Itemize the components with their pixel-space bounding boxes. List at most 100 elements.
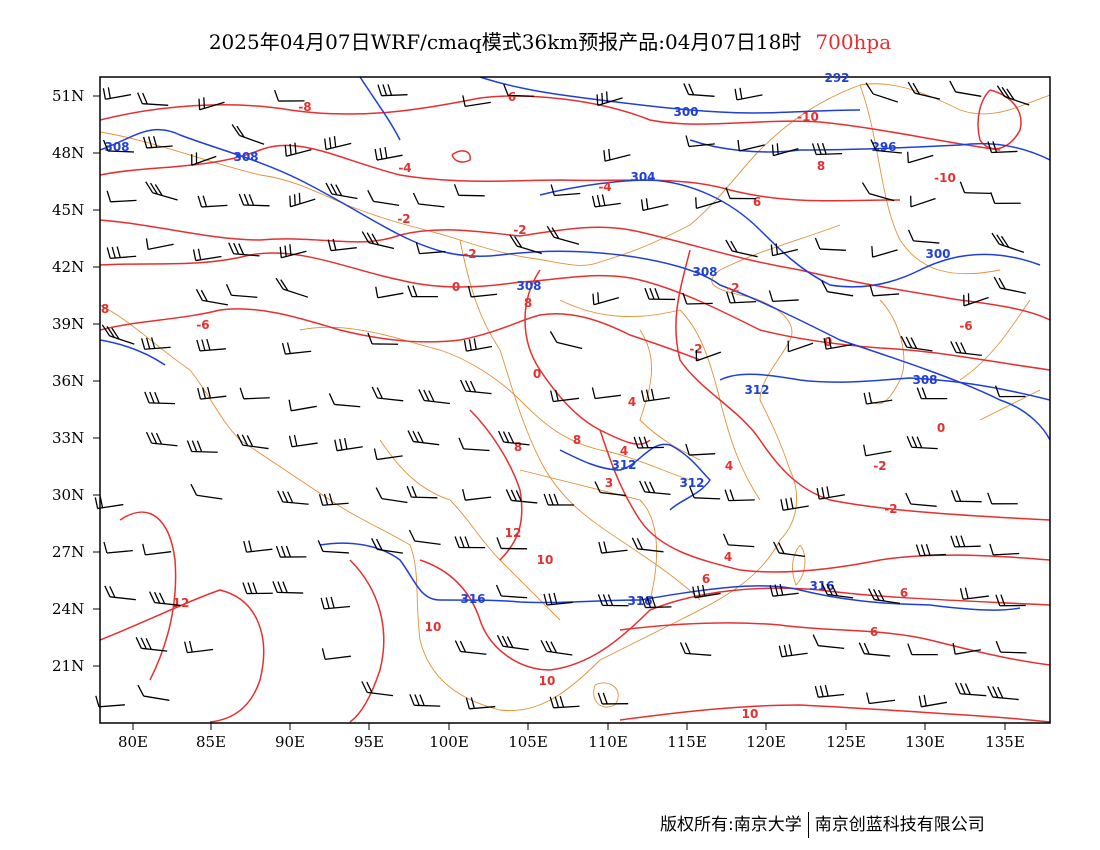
wind-barb xyxy=(373,448,403,461)
wind-barb xyxy=(995,640,1027,654)
temperature-contour-label: 10 xyxy=(537,553,554,567)
wind-barb xyxy=(453,184,485,197)
wind-barb xyxy=(102,87,132,100)
taiwan-outline xyxy=(792,544,806,586)
temperature-contour-label: 0 xyxy=(533,367,541,381)
korea-outline xyxy=(869,299,905,405)
wind-barb xyxy=(996,85,1030,106)
wind-barb xyxy=(145,238,174,251)
western-border xyxy=(100,304,601,712)
height-contours xyxy=(100,77,1050,611)
height-contour-label: 300 xyxy=(673,105,698,119)
wind-barb xyxy=(550,184,581,197)
wind-barb xyxy=(771,143,799,157)
wind-barb xyxy=(142,136,173,149)
borders-layer xyxy=(100,83,1050,712)
axis-ticks xyxy=(93,95,1006,730)
wind-barb xyxy=(726,291,757,304)
wind-barb xyxy=(821,583,854,599)
temperature-contour-label: -2 xyxy=(397,212,410,226)
temperature-contour-label: -2 xyxy=(463,247,476,261)
height-contour-label: 300 xyxy=(925,247,950,261)
temperature-contour-label: 3 xyxy=(605,476,613,490)
wind-barb xyxy=(596,91,623,107)
wind-barb xyxy=(641,596,672,609)
wind-barb xyxy=(773,541,805,558)
wind-barb xyxy=(142,543,172,556)
wind-barb xyxy=(858,642,891,657)
wind-barb xyxy=(692,584,721,599)
wind-barb xyxy=(361,231,395,250)
wind-barb xyxy=(463,338,493,352)
wind-barb xyxy=(591,387,621,400)
wind-barb xyxy=(106,190,137,203)
temperature-contour-label: 10 xyxy=(742,707,759,721)
temperature-contour-label: 4 xyxy=(628,395,636,409)
wind-barb xyxy=(289,192,316,208)
wind-barb xyxy=(959,587,989,600)
wind-barb xyxy=(274,89,305,102)
wind-barb xyxy=(769,583,799,597)
wind-barb xyxy=(465,697,496,710)
temperature-contours xyxy=(100,89,1050,723)
lon-label-130: 130E xyxy=(905,733,945,751)
wind-barb xyxy=(995,594,1026,607)
wind-barb xyxy=(724,489,755,502)
wind-barb xyxy=(591,194,621,208)
lat-label-21: 21N xyxy=(52,657,85,675)
wind-barb xyxy=(915,543,946,557)
wind-barb xyxy=(242,582,273,595)
wind-barb xyxy=(689,486,721,500)
wind-barb xyxy=(640,198,669,212)
wind-barb xyxy=(496,537,528,550)
lat-label-27: 27N xyxy=(52,543,85,561)
wind-barb xyxy=(503,84,535,97)
lat-label-51: 51N xyxy=(52,87,85,105)
wind-barb xyxy=(994,385,1026,398)
wind-barb xyxy=(197,195,228,208)
wind-barb xyxy=(238,193,270,207)
wind-barb xyxy=(225,283,258,298)
province-line-1 xyxy=(299,326,691,481)
wind-barb xyxy=(462,489,492,501)
temperature-contour-label: -2 xyxy=(884,502,897,516)
wind-barb xyxy=(321,648,351,660)
height-contour-label: 308 xyxy=(233,150,258,164)
wind-barb xyxy=(598,541,628,554)
wind-barb xyxy=(987,492,1018,505)
wind-barb xyxy=(987,141,1018,154)
wind-barb xyxy=(415,242,446,255)
lon-label-80: 80E xyxy=(117,733,149,751)
wind-barb xyxy=(918,694,948,708)
wind-barb xyxy=(367,190,400,206)
temperature-contour-label: -6 xyxy=(196,318,209,332)
height-contour-label: 308 xyxy=(692,265,717,279)
wind-barb xyxy=(197,386,227,400)
wind-barb xyxy=(272,581,304,594)
wind-barb xyxy=(104,585,136,601)
japan-outline xyxy=(959,299,1041,421)
lon-label-85: 85E xyxy=(195,733,227,751)
temperature-contour-label: 0 xyxy=(824,335,832,349)
wind-barb xyxy=(94,496,124,510)
wind-barb xyxy=(989,543,1020,556)
wind-barb xyxy=(281,342,312,355)
wind-barb xyxy=(145,431,178,447)
wind-barb xyxy=(320,596,351,610)
wind-barb xyxy=(959,181,991,195)
height-labels: 2923003083082963043083003083123123123083… xyxy=(104,71,950,608)
wind-barb xyxy=(137,92,169,106)
wind-barb xyxy=(408,529,441,546)
wind-barb xyxy=(603,148,631,162)
lat-label-45: 45N xyxy=(52,201,85,219)
temperature-contour-label: -10 xyxy=(934,171,956,185)
wind-barb xyxy=(695,197,722,210)
wind-barb xyxy=(871,246,898,258)
wind-barb xyxy=(549,696,580,709)
wind-barb xyxy=(949,80,982,97)
copyright-company: 南京创蓝科技有限公司 xyxy=(814,815,985,835)
wind-barb xyxy=(597,692,629,705)
temperature-contour-label: 0 xyxy=(452,280,460,294)
wind-barb xyxy=(549,389,580,403)
height-contour-label: 308 xyxy=(516,279,541,293)
